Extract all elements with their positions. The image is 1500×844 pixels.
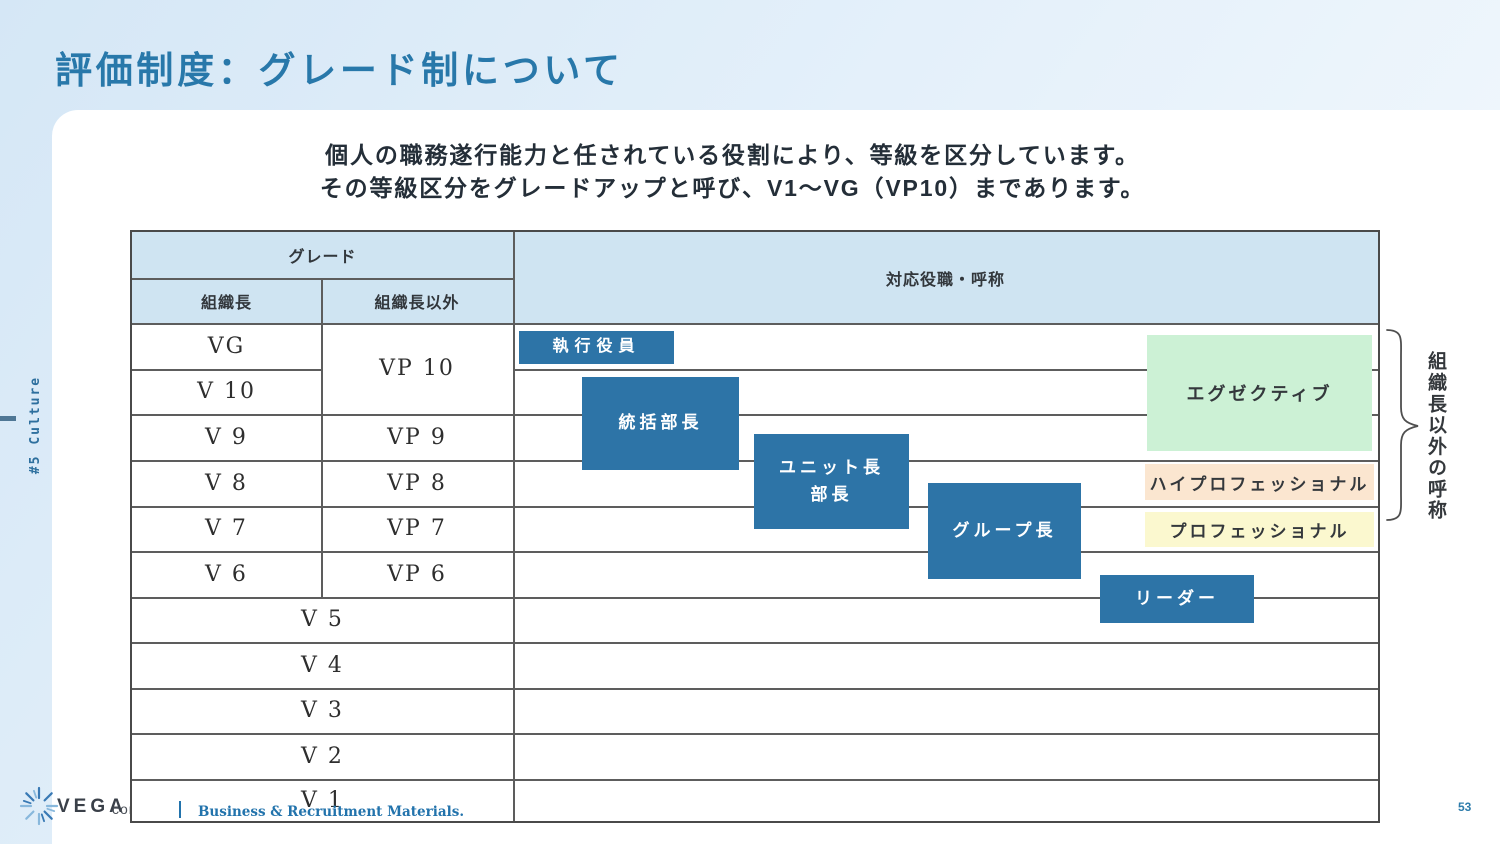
role-unit-head-label: ユニット長 (779, 458, 884, 478)
col-header-org-head: 組織長 (132, 278, 321, 323)
grid-line (132, 323, 1378, 325)
tag-high-professional-label: ハイプロフェッショナル (1149, 474, 1370, 494)
vega-logo-icon (19, 786, 59, 826)
grid-line (132, 779, 1378, 781)
role-dept-head-label: 部長 (810, 484, 853, 504)
grade-cell-v8: V 8 (132, 460, 321, 506)
grade-v4: V 4 (301, 652, 344, 678)
role-general-manager-label: 統括部長 (618, 413, 703, 433)
tag-high-professional: ハイプロフェッショナル (1145, 464, 1374, 500)
org-head-label: 組織長 (200, 294, 252, 312)
grade-cell-vp9: VP 9 (321, 414, 513, 460)
roles-header-label: 対応役職・呼称 (885, 271, 1005, 289)
role-box-group-head: グループ長 (928, 483, 1081, 579)
intro-line-2: その等級区分をグレードアップと呼び、V1〜VG（VP10）まであります。 (319, 174, 1146, 201)
grade-cell-v5: V 5 (132, 597, 513, 642)
grade-v2: V 2 (301, 743, 344, 769)
role-executive-officer-label: 執行役員 (552, 338, 641, 356)
grade-v5: V 5 (301, 607, 344, 632)
grade-cell-vp10: VP 10 (321, 323, 513, 414)
grade-vp10: VP 10 (379, 356, 455, 381)
page-title: 評価制度：グレード制について (55, 50, 624, 91)
grade-vp9: VP 9 (387, 424, 447, 450)
grade-cell-vp8: VP 8 (321, 460, 513, 506)
grade-header-label: グレード (288, 249, 357, 266)
col-header-roles: 対応役職・呼称 (513, 232, 1378, 323)
grade-v6: V 6 (205, 561, 248, 587)
role-group-head-label: グループ長 (952, 520, 1057, 540)
grid-line (132, 733, 1378, 735)
grade-cell-v4: V 4 (132, 642, 513, 688)
grade-vp6: VP 6 (387, 561, 447, 587)
grid-line (132, 642, 1378, 644)
grade-cell-vg: VG (132, 323, 321, 369)
brace-icon (1386, 329, 1419, 521)
grade-vg: VG (207, 333, 246, 359)
grade-v10: V 10 (197, 379, 256, 404)
intro-line-1: 個人の職務遂行能力と任されている役割により、等級を区分しています。 (325, 142, 1140, 168)
role-box-leader: リーダー (1100, 575, 1254, 623)
grade-v1: V 1 (301, 787, 344, 813)
role-box-general-manager: 統括部長 (582, 377, 739, 470)
grade-cell-v10: V 10 (132, 369, 321, 414)
role-box-executive-officer: 執行役員 (519, 331, 674, 364)
footer-materials-label: Business & Recruitment Materials. (198, 804, 465, 820)
grid-line (132, 688, 1378, 690)
grid-line (321, 278, 323, 598)
grade-v9: V 9 (205, 424, 248, 450)
grade-vp8: VP 8 (387, 470, 447, 496)
grade-cell-v6: V 6 (132, 551, 321, 597)
page-number: 53 (1458, 800, 1472, 814)
grid-line (513, 232, 515, 821)
intro-text: 個人の職務遂行能力と任されている役割により、等級を区分しています。 その等級区分… (110, 139, 1355, 204)
tag-professional: プロフェッショナル (1145, 512, 1374, 547)
grid-line (132, 551, 1378, 553)
grade-cell-v7: V 7 (132, 506, 321, 551)
grade-cell-vp6: VP 6 (321, 551, 513, 597)
grid-line (513, 369, 1378, 371)
col-header-non-org-head: 組織長以外 (321, 278, 513, 323)
logo-text: VEGA (57, 796, 127, 817)
tag-executive: エグゼクティブ (1147, 335, 1372, 451)
grid-line (132, 414, 1378, 416)
col-header-grade: グレード (132, 232, 513, 278)
tag-executive-label: エグゼクティブ (1186, 384, 1333, 404)
grid-line (132, 369, 321, 371)
grade-cell-v2: V 2 (132, 733, 513, 779)
non-org-head-label: 組織長以外 (374, 294, 460, 312)
left-dash (0, 416, 16, 421)
grade-v3: V 3 (301, 698, 344, 723)
grade-cell-v9: V 9 (132, 414, 321, 460)
grid-line (132, 597, 1378, 599)
grade-v8: V 8 (205, 470, 248, 496)
grade-cell-v3: V 3 (132, 688, 513, 733)
section-label: #5 Culture (28, 375, 43, 475)
tag-professional-label: プロフェッショナル (1169, 522, 1350, 541)
grid-line (132, 278, 513, 280)
grade-vp7: VP 7 (387, 516, 447, 541)
role-box-unit-head: ユニット長 部長 (754, 434, 909, 529)
role-leader-label: リーダー (1135, 588, 1219, 608)
grade-cell-vp7: VP 7 (321, 506, 513, 551)
grade-cell-v1: V 1 (132, 779, 513, 821)
footer-divider (179, 801, 181, 818)
non-org-head-title-caption: 組織長以外の呼称 (1425, 351, 1446, 522)
grade-v7: V 7 (205, 516, 248, 541)
grade-table: グレード 組織長 組織長以外 対応役職・呼称 VG V 10 VP 10 V 9… (130, 230, 1380, 823)
